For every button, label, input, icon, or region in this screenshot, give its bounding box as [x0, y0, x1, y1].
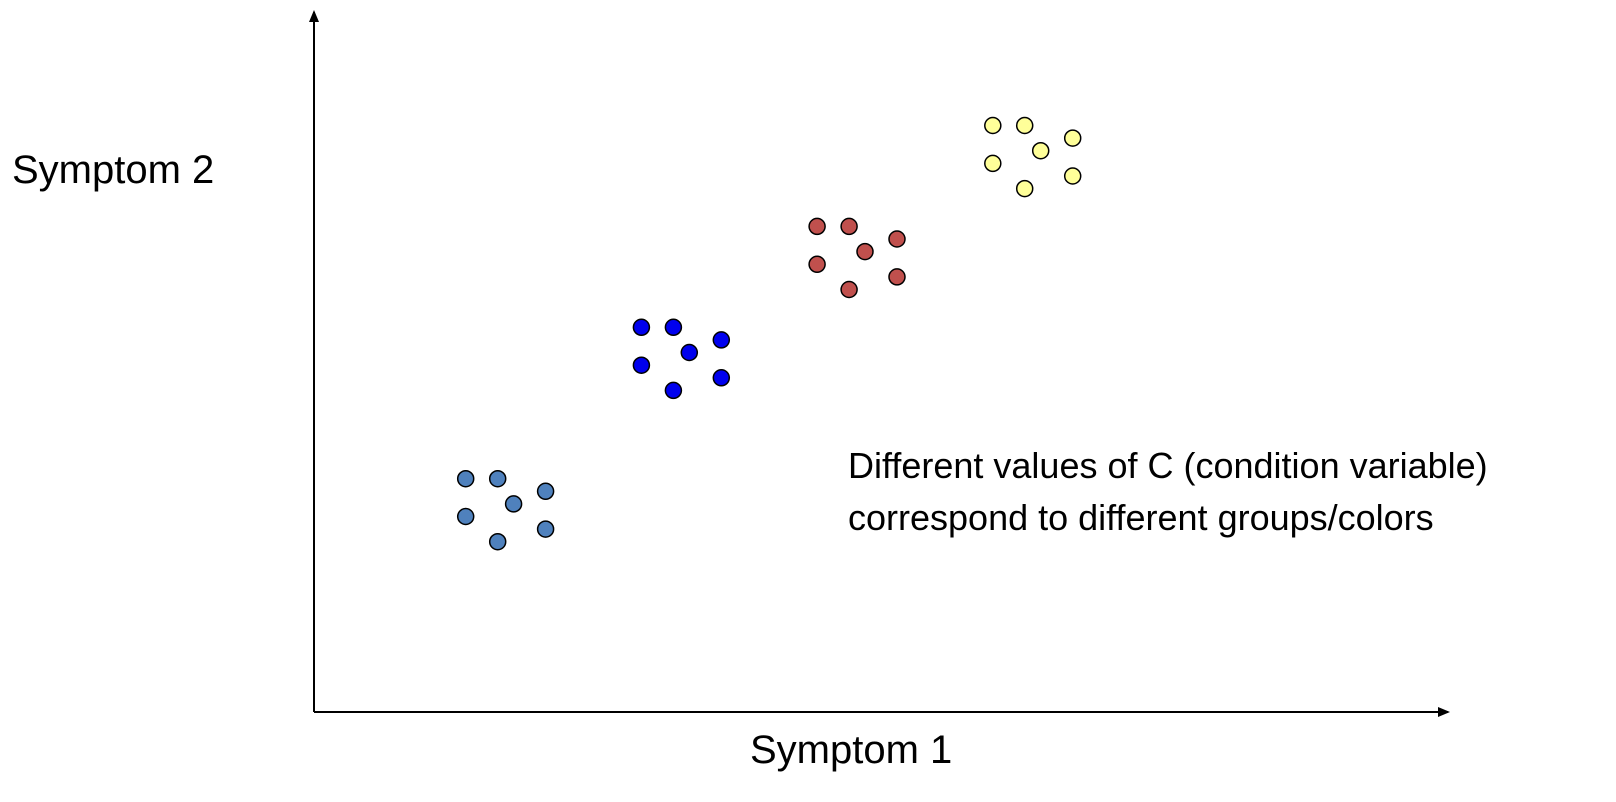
- series-4: [984, 116, 1082, 198]
- data-point: [888, 230, 906, 248]
- data-point: [1015, 179, 1034, 198]
- data-point: [488, 469, 507, 488]
- data-point: [1063, 167, 1082, 185]
- data-point: [840, 217, 858, 236]
- data-point: [456, 507, 475, 526]
- data-point: [1031, 141, 1050, 160]
- data-point: [536, 482, 555, 501]
- annotation-line-2: correspond to different groups/colors: [848, 497, 1434, 538]
- data-point: [984, 116, 1002, 135]
- data-point: [536, 520, 555, 538]
- data-point: [488, 532, 507, 551]
- data-point: [1015, 116, 1034, 135]
- series-3: [808, 217, 906, 299]
- data-point: [808, 217, 826, 236]
- data-point: [632, 318, 651, 337]
- data-point: [888, 268, 906, 286]
- x-axis-label: Symptom 1: [750, 728, 953, 772]
- series-2: [632, 318, 731, 400]
- data-point: [808, 255, 826, 274]
- data-point: [712, 369, 731, 387]
- data-point: [840, 280, 858, 299]
- data-point: [664, 381, 683, 400]
- data-points: [456, 116, 1082, 551]
- y-axis-label: Symptom 2: [12, 148, 215, 192]
- data-point: [664, 318, 683, 337]
- chart-annotation: Different values of C (condition variabl…: [848, 440, 1488, 544]
- data-point: [712, 331, 731, 349]
- annotation-line-1: Different values of C (condition variabl…: [848, 445, 1488, 486]
- data-point: [504, 495, 523, 513]
- data-point: [856, 242, 874, 261]
- series-1: [456, 469, 555, 551]
- data-point: [456, 469, 475, 488]
- data-point: [632, 356, 651, 374]
- data-point: [1063, 129, 1082, 147]
- data-point: [680, 343, 699, 362]
- data-point: [984, 154, 1002, 173]
